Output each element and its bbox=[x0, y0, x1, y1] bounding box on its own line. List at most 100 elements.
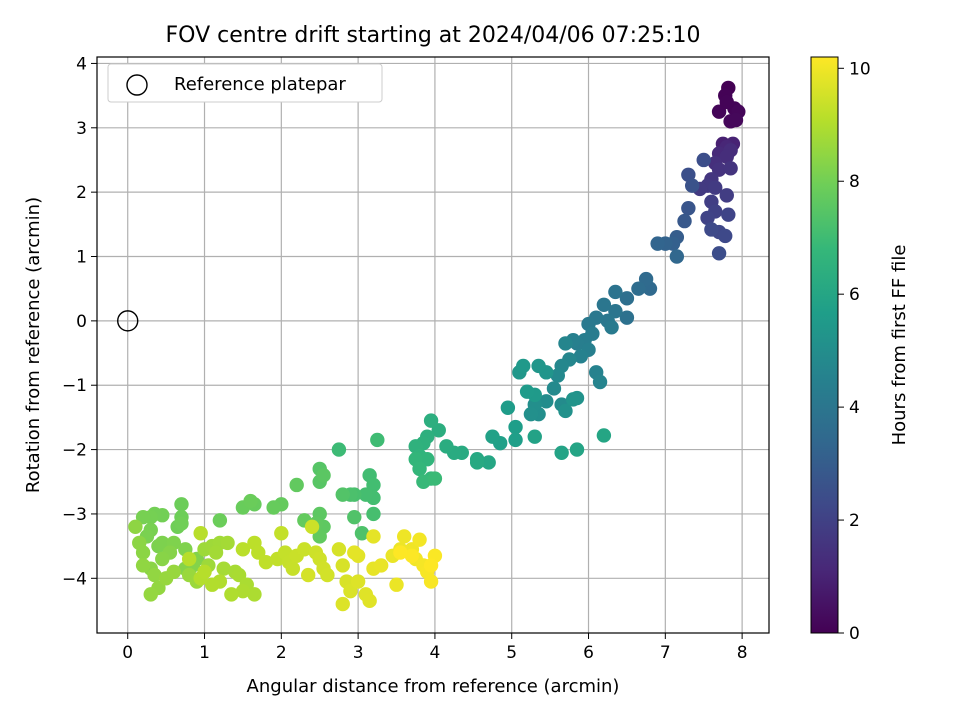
legend-entry-label: Reference platepar bbox=[174, 74, 346, 95]
scatter-point bbox=[500, 400, 516, 415]
scatter-point bbox=[193, 526, 208, 541]
scatter-point bbox=[366, 477, 381, 493]
scatter-point bbox=[235, 542, 251, 557]
plot-frame bbox=[96, 56, 770, 634]
colorbar-tick-label: 8 bbox=[849, 172, 860, 192]
scatter-point bbox=[681, 201, 696, 216]
scatter-point bbox=[155, 551, 170, 567]
scatter-point bbox=[135, 558, 151, 573]
scatter-point bbox=[681, 167, 696, 182]
scatter-point bbox=[335, 596, 350, 612]
data-points bbox=[128, 80, 746, 612]
x-tick-label: 0 bbox=[122, 643, 133, 663]
scatter-point bbox=[366, 506, 381, 522]
scatter-point bbox=[347, 545, 362, 560]
scatter-point bbox=[719, 94, 734, 110]
scatter-point bbox=[312, 529, 327, 544]
scatter-point bbox=[546, 381, 562, 396]
scatter-point bbox=[397, 529, 412, 544]
y-axis-label: Rotation from reference (arcmin) bbox=[23, 197, 44, 493]
scatter-point bbox=[523, 406, 539, 422]
scatter-point bbox=[558, 403, 573, 419]
scatter-point bbox=[708, 180, 723, 195]
reference-platepar-point bbox=[117, 310, 139, 332]
scatter-point bbox=[347, 509, 362, 525]
scatter-point bbox=[508, 432, 523, 448]
scatter-point bbox=[231, 567, 247, 583]
y-tick-label: 1 bbox=[76, 248, 87, 268]
scatter-point bbox=[723, 161, 738, 176]
scatter-point bbox=[700, 210, 715, 226]
scatter-point bbox=[608, 304, 623, 319]
x-axis-ticks: 0 1 2 3 4 5 6 7 8 bbox=[122, 633, 748, 663]
scatter-point bbox=[423, 558, 439, 573]
scatter-point bbox=[166, 564, 181, 580]
scatter-point bbox=[350, 574, 366, 589]
y-tick-label: −3 bbox=[62, 505, 87, 525]
scatter-point bbox=[354, 526, 370, 541]
scatter-point bbox=[335, 487, 350, 502]
scatter-point bbox=[573, 349, 589, 364]
colorbar-tick-label: 2 bbox=[849, 511, 860, 531]
scatter-point bbox=[554, 445, 569, 460]
scatter-point bbox=[608, 284, 623, 300]
x-axis-label: Angular distance from reference (arcmin) bbox=[247, 676, 620, 697]
scatter-point bbox=[592, 374, 608, 390]
scatter-point bbox=[362, 593, 377, 609]
scatter-point bbox=[243, 493, 258, 509]
scatter-point bbox=[721, 207, 736, 222]
scatter-point bbox=[316, 468, 331, 483]
scatter-point bbox=[143, 587, 158, 602]
scatter-point bbox=[619, 310, 635, 325]
scatter-point bbox=[711, 162, 727, 177]
scatter-point bbox=[297, 542, 312, 557]
scatter-point bbox=[174, 497, 189, 512]
y-tick-label: −4 bbox=[62, 569, 87, 589]
chart-title: FOV centre drift starting at 2024/04/06 … bbox=[166, 23, 701, 48]
scatter-point bbox=[604, 320, 619, 335]
scatter-point bbox=[669, 249, 685, 264]
scatter-point bbox=[135, 509, 151, 525]
scatter-point bbox=[711, 246, 727, 261]
scatter-point bbox=[711, 104, 727, 119]
colorbar-tick-label: 0 bbox=[849, 624, 860, 644]
scatter-point bbox=[181, 551, 197, 567]
scatter-point bbox=[619, 291, 635, 306]
legend: Reference platepar bbox=[107, 63, 383, 103]
scatter-point bbox=[304, 519, 320, 535]
y-tick-label: −2 bbox=[62, 441, 87, 461]
scatter-point bbox=[285, 561, 301, 576]
x-tick-label: 8 bbox=[737, 643, 748, 663]
scatter-point bbox=[147, 567, 162, 583]
scatter-point bbox=[508, 419, 523, 435]
x-tick-label: 2 bbox=[276, 643, 287, 663]
scatter-point bbox=[212, 513, 228, 528]
scatter-point bbox=[412, 461, 427, 477]
x-tick-label: 4 bbox=[430, 643, 441, 663]
scatter-point bbox=[423, 574, 439, 589]
colorbar-tick-label: 4 bbox=[849, 398, 860, 418]
scatter-point bbox=[650, 236, 665, 251]
scatter-point bbox=[220, 535, 235, 551]
scatter-point bbox=[370, 432, 385, 448]
scatter-point bbox=[677, 213, 692, 229]
scatter-point bbox=[266, 500, 281, 515]
scatter-point bbox=[393, 545, 408, 560]
colorbar-tick-label: 6 bbox=[849, 285, 860, 305]
colorbar bbox=[810, 56, 839, 634]
scatter-point bbox=[412, 532, 427, 547]
scatter-point bbox=[301, 567, 316, 583]
scatter-point bbox=[155, 535, 170, 551]
scatter-point bbox=[719, 188, 734, 203]
scatter-point bbox=[569, 442, 585, 457]
scatter-point bbox=[128, 519, 143, 535]
y-tick-label: 3 bbox=[76, 119, 87, 139]
scatter-point bbox=[366, 529, 381, 544]
scatter-point bbox=[174, 516, 189, 531]
scatter-point bbox=[527, 429, 542, 444]
scatter-point bbox=[197, 564, 212, 580]
scatter-point bbox=[205, 577, 220, 592]
legend-box bbox=[107, 63, 383, 103]
reference-marker bbox=[117, 310, 139, 332]
